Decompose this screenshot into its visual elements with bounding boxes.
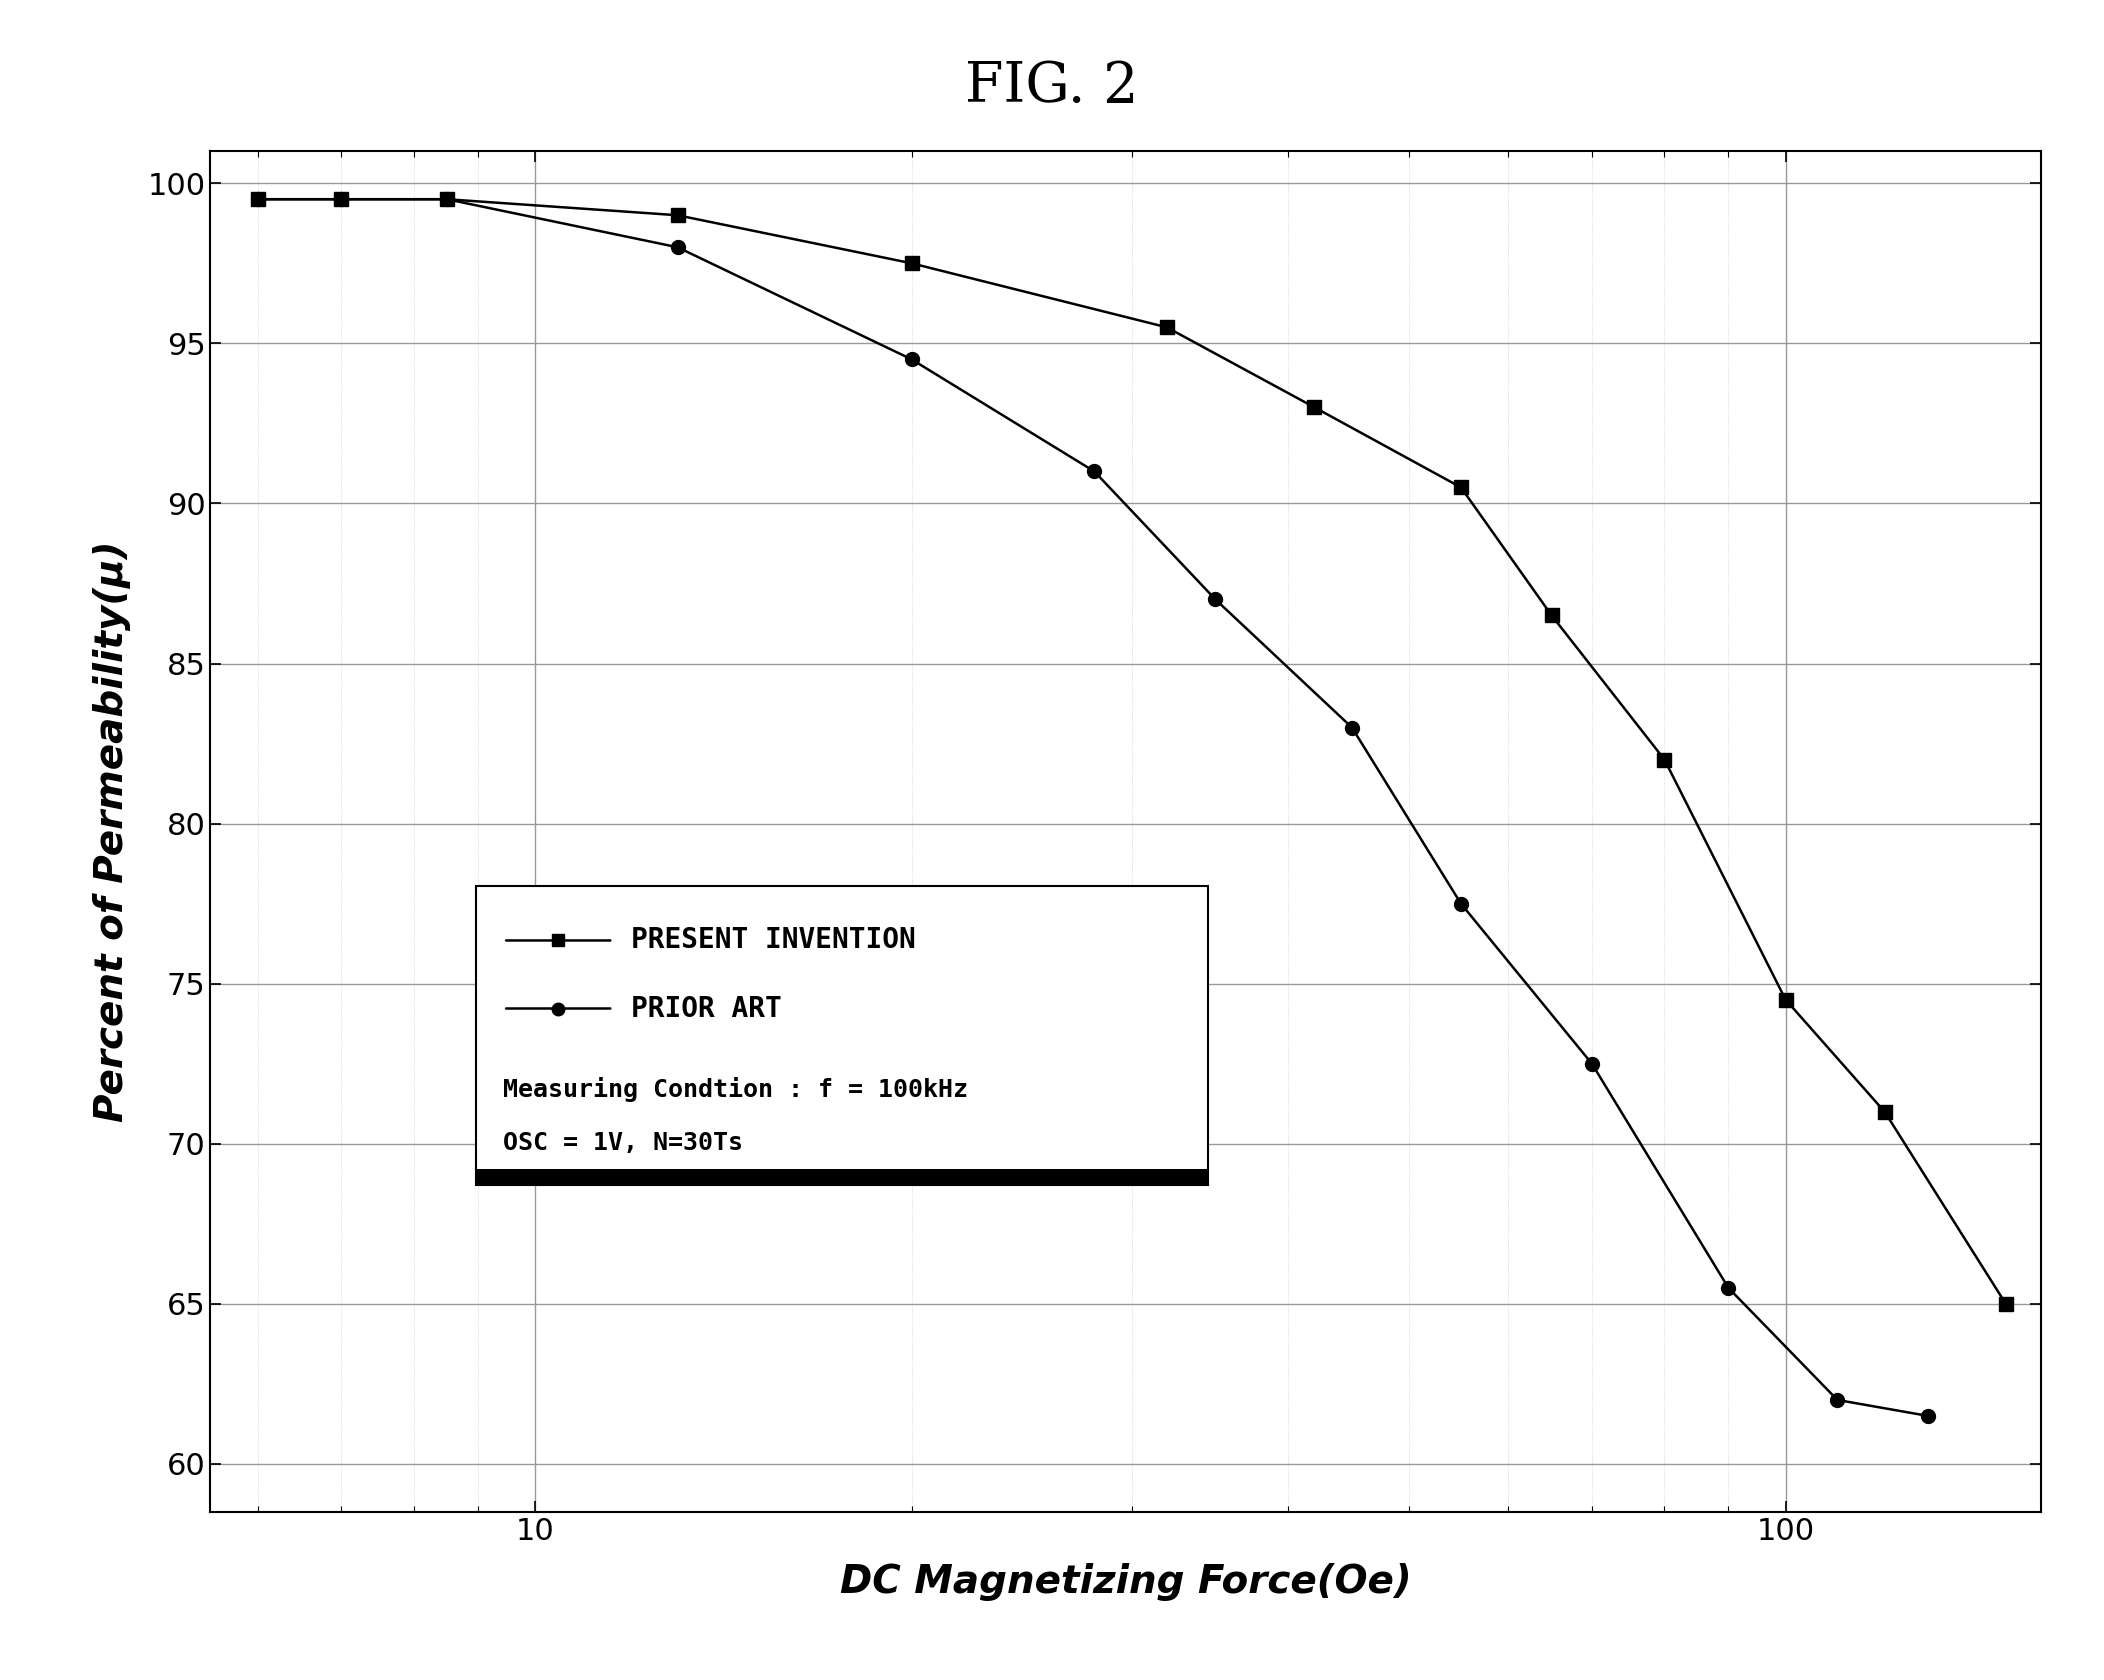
Text: Measuring Condtion : f = 100kHz: Measuring Condtion : f = 100kHz bbox=[503, 1077, 968, 1102]
Text: FIG. 2: FIG. 2 bbox=[966, 59, 1138, 114]
Text: PRIOR ART: PRIOR ART bbox=[631, 995, 783, 1023]
Text: PRESENT INVENTION: PRESENT INVENTION bbox=[631, 926, 915, 954]
Y-axis label: Percent of Permeability(μ): Percent of Permeability(μ) bbox=[93, 541, 130, 1122]
FancyBboxPatch shape bbox=[476, 885, 1208, 1186]
Text: OSC = 1V, N=30Ts: OSC = 1V, N=30Ts bbox=[503, 1131, 743, 1154]
FancyBboxPatch shape bbox=[476, 1169, 1208, 1186]
X-axis label: DC Magnetizing Force(Oe): DC Magnetizing Force(Oe) bbox=[839, 1562, 1412, 1601]
